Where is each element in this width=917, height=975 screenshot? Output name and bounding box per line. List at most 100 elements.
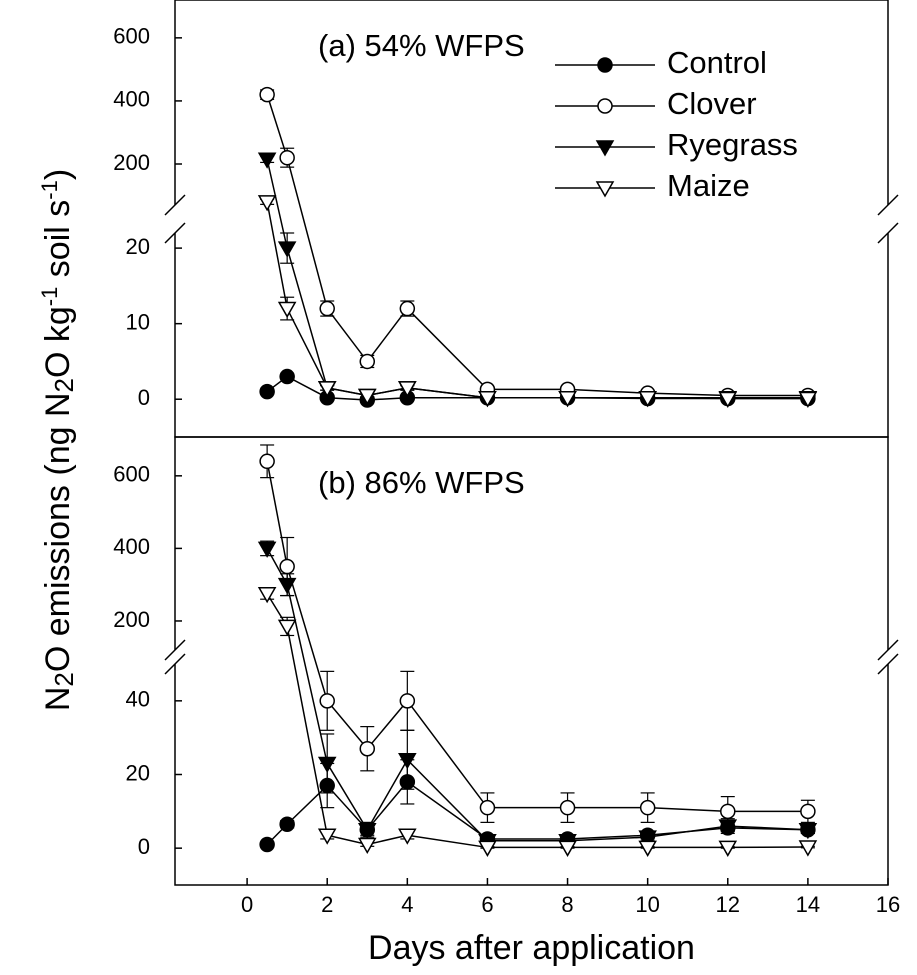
y-label-part: O emissions (ng N: [39, 392, 77, 672]
marker: [398, 828, 417, 845]
marker: [257, 152, 277, 169]
x-tick-label: 8: [561, 892, 573, 917]
series-line: [266, 461, 808, 813]
legend-label: Maize: [667, 168, 750, 203]
marker: [359, 353, 376, 370]
marker: [277, 301, 297, 319]
marker: [399, 300, 416, 317]
x-tick-label: 12: [716, 892, 740, 917]
marker: [357, 388, 377, 405]
marker: [279, 558, 295, 575]
series-line: [266, 548, 808, 842]
panel-title: (b) 86% WFPS: [318, 465, 525, 500]
y-tick-label: 400: [113, 87, 150, 112]
marker: [277, 241, 297, 258]
marker: [718, 840, 738, 857]
marker: [478, 390, 497, 408]
legend-marker: [595, 181, 615, 198]
x-tick-label: 2: [321, 892, 333, 917]
y-tick-label: 200: [113, 150, 150, 175]
marker: [718, 391, 738, 408]
y-tick-label: 10: [126, 309, 150, 334]
legend-marker: [595, 140, 615, 157]
marker: [259, 383, 275, 400]
marker: [718, 819, 738, 836]
y-tick-label: 0: [138, 385, 150, 410]
axis-break-mark: [164, 639, 186, 661]
x-tick-label: 0: [241, 892, 253, 917]
axis-break-mark: [877, 653, 899, 675]
x-tick-label: 16: [876, 892, 900, 917]
x-tick-label: 6: [481, 892, 493, 917]
y-tick-label: 20: [126, 760, 150, 785]
axis-break-mark: [164, 653, 186, 675]
marker: [279, 816, 295, 832]
marker: [639, 799, 656, 816]
y-label-part: ): [39, 169, 77, 180]
plot-frame: [174, 436, 889, 886]
marker: [357, 823, 377, 840]
y-label-part: O kg: [39, 306, 77, 378]
y-tick-label: 200: [113, 607, 150, 632]
axis-break-mark: [164, 222, 186, 244]
y-label-sub: 2: [49, 672, 79, 686]
axis-break-mark: [877, 639, 899, 661]
series-line: [266, 201, 808, 400]
marker: [277, 577, 297, 595]
marker: [317, 381, 337, 398]
marker: [638, 390, 657, 408]
axis-break-mark: [877, 222, 899, 244]
marker: [398, 753, 417, 770]
marker: [319, 300, 335, 317]
y-label-part: N: [39, 687, 77, 712]
marker: [798, 840, 818, 857]
y-tick-label: 0: [138, 834, 150, 859]
marker: [259, 86, 275, 103]
marker: [800, 803, 816, 820]
axis-break-mark: [877, 194, 899, 216]
marker: [798, 391, 818, 408]
axis-break-mark: [164, 194, 186, 216]
marker: [357, 837, 377, 854]
y-label-sub: 2: [49, 378, 79, 392]
y-tick-label: 600: [113, 462, 150, 487]
marker: [259, 453, 275, 470]
marker: [638, 830, 657, 847]
marker: [479, 799, 496, 816]
x-tick-label: 14: [796, 892, 820, 917]
y-label-sup: -1: [37, 287, 62, 307]
marker: [398, 381, 417, 398]
x-axis-label: Days after application: [368, 929, 695, 967]
marker: [558, 390, 577, 408]
legend-label: Control: [667, 45, 767, 80]
panel-title: (a) 54% WFPS: [318, 28, 525, 63]
marker: [257, 541, 277, 558]
axis-break-gap: [885, 650, 891, 664]
x-tick-label: 4: [401, 892, 413, 917]
series-line: [266, 593, 808, 849]
series-line: [266, 94, 808, 397]
marker: [399, 693, 416, 709]
marker: [558, 840, 577, 857]
marker: [259, 836, 275, 853]
legend-label: Clover: [667, 86, 757, 121]
x-tick-label: 10: [635, 892, 659, 917]
axis-break-gap: [885, 205, 891, 233]
marker: [317, 756, 337, 773]
marker: [559, 799, 576, 816]
marker: [257, 195, 277, 212]
y-tick-label: 400: [113, 534, 150, 559]
marker: [720, 803, 736, 820]
y-label-part: soil s: [39, 200, 77, 287]
legend-marker: [597, 98, 613, 114]
marker: [798, 823, 818, 840]
marker: [478, 840, 497, 857]
marker: [279, 368, 295, 385]
legend-marker: [597, 57, 613, 73]
y-axis-label: N2O emissions (ng N2O kg-1 soil s-1): [37, 169, 79, 711]
axis-break-gap: [172, 205, 178, 233]
y-tick-label: 600: [113, 24, 150, 49]
marker: [257, 587, 277, 604]
marker: [317, 828, 337, 845]
